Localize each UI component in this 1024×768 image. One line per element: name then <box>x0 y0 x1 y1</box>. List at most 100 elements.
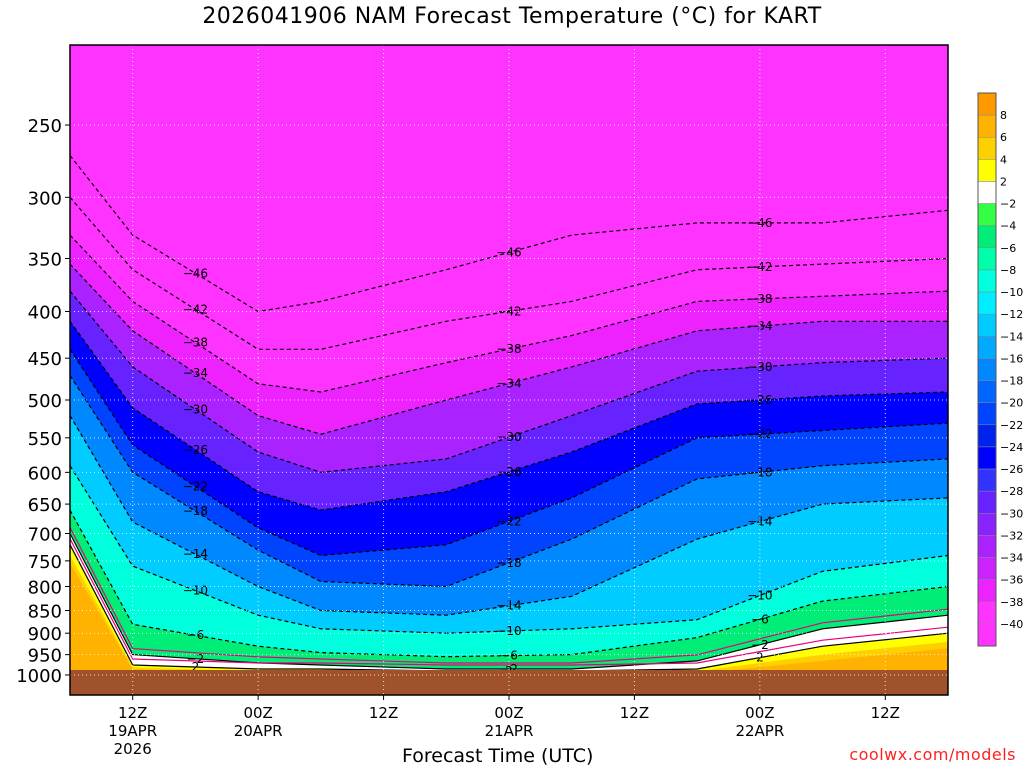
contour-label: −22 <box>183 479 208 493</box>
contour-label: −34 <box>183 366 208 380</box>
y-tick-label: 400 <box>28 302 62 323</box>
colorbar-label: 6 <box>1000 131 1007 144</box>
contour-label: −2 <box>751 638 769 652</box>
colorbar-swatch <box>977 358 997 381</box>
x-tick-label: 00Z <box>494 704 523 722</box>
y-tick-label: 700 <box>28 524 62 545</box>
plot-area: −46−46−46−42 −42−42−38 −38−38−34−34−34−30−… <box>70 45 948 695</box>
isotherm-line <box>70 415 948 616</box>
colorbar-swatch <box>977 557 997 580</box>
ground <box>70 670 948 695</box>
colorbar-label: −34 <box>1000 552 1023 565</box>
contour-label: −6 <box>500 649 518 663</box>
colorbar-swatch <box>977 380 997 403</box>
contour-label: −10 <box>183 584 208 598</box>
y-tick-label: 800 <box>28 577 62 598</box>
colorbar-swatch <box>977 336 997 359</box>
x-tick-sublabel: 20APR <box>234 722 283 740</box>
contour-label: −18 <box>496 556 521 570</box>
credit-link[interactable]: coolwx.com/models <box>849 745 1016 764</box>
colorbar-label: −28 <box>1000 485 1023 498</box>
contour-label: −34 <box>496 377 521 391</box>
x-tick-label: 12Z <box>118 704 147 722</box>
y-tick-label: 300 <box>28 188 62 209</box>
y-tick-label: 900 <box>28 624 62 645</box>
colorbar-swatch <box>977 114 997 138</box>
y-tick-label: 650 <box>28 495 62 516</box>
colorbar-swatch <box>977 225 997 249</box>
x-tick-label: 12Z <box>620 704 649 722</box>
x-tick-label: 12Z <box>871 704 900 722</box>
colorbar-swatch <box>977 269 997 293</box>
colorbar-label: −24 <box>1000 441 1023 454</box>
colorbar-swatch <box>977 601 997 625</box>
isotherm-line <box>70 533 948 670</box>
contour-label: −38 <box>747 292 772 306</box>
contour-label: −46 <box>183 266 208 280</box>
colorbar-swatch <box>977 424 997 448</box>
contour-label: −38 <box>183 336 208 350</box>
contour-label: −6 <box>187 628 205 642</box>
y-tick-label: 250 <box>28 116 62 137</box>
colorbar-label: −32 <box>1000 529 1023 542</box>
x-tick-sublabel: 22APR <box>735 722 784 740</box>
isotherm-line <box>70 320 948 511</box>
contour-label: −30 <box>183 403 208 417</box>
contour-label: −6 <box>751 612 769 626</box>
chart-title: 2026041906 NAM Forecast Temperature (°C)… <box>202 4 822 29</box>
colorbar-swatch <box>977 313 997 337</box>
contour-label: −46 <box>747 216 772 230</box>
contour-label: 2 <box>192 660 200 674</box>
isotherm-band <box>70 510 948 695</box>
grid <box>70 45 948 695</box>
colorbar-swatch <box>977 513 997 536</box>
colorbar-label: −22 <box>1000 419 1023 432</box>
contour-label: −10 <box>496 624 521 638</box>
colorbar-swatch <box>977 490 997 514</box>
y-tick-label: 500 <box>28 391 62 412</box>
y-tick-label: 550 <box>28 429 62 450</box>
colorbar-label: 2 <box>1000 175 1007 188</box>
colorbar-swatch <box>977 468 997 492</box>
colorbar-label: −36 <box>1000 574 1023 587</box>
colorbar-swatch <box>977 535 997 558</box>
colorbar-label: 4 <box>1000 153 1007 166</box>
contour-label: −26 <box>496 465 521 479</box>
colorbar-label: −4 <box>1000 220 1016 233</box>
contour-label: −26 <box>183 443 208 457</box>
y-tick-label: 450 <box>28 349 62 370</box>
x-tick-label: 00Z <box>745 704 774 722</box>
contour-label: −42 <box>747 260 772 274</box>
colorbar-label: −20 <box>1000 397 1023 410</box>
contour-label: −14 <box>183 547 208 561</box>
colorbar-label: −14 <box>1000 330 1023 343</box>
colorbar-swatch <box>977 446 997 470</box>
x-tick-sublabel: 19APR <box>108 722 157 740</box>
axes: 2503003504004505005506006507007508008509… <box>16 44 949 758</box>
colorbar-label: −30 <box>1000 507 1023 520</box>
contour-label: −46 <box>496 245 521 259</box>
contour-label: −26 <box>747 393 772 407</box>
colorbar-label: −2 <box>1000 198 1016 211</box>
colorbar-label: −38 <box>1000 596 1023 609</box>
colorbar-label: −10 <box>1000 286 1023 299</box>
x-tick-sublabel: 2026 <box>114 740 152 758</box>
colorbar-label: −16 <box>1000 352 1023 365</box>
colorbar-swatch <box>977 203 997 226</box>
x-tick-sublabel: 21APR <box>485 722 534 740</box>
colorbar-swatch <box>977 247 997 271</box>
isotherm-line <box>70 263 948 435</box>
isotherm-line <box>70 290 948 473</box>
colorbar-swatch <box>977 291 997 315</box>
colorbar-swatch <box>977 136 997 160</box>
isotherm-line <box>70 196 948 350</box>
isotherm-line <box>70 155 948 313</box>
y-tick-label: 950 <box>28 646 62 667</box>
contour-label: −18 <box>183 504 208 518</box>
colorbar-frame <box>977 92 997 647</box>
contour-label: −10 <box>747 589 772 603</box>
colorbar-label: −8 <box>1000 264 1016 277</box>
colorbar-label: 8 <box>1000 109 1007 122</box>
isotherm-line <box>70 234 948 393</box>
